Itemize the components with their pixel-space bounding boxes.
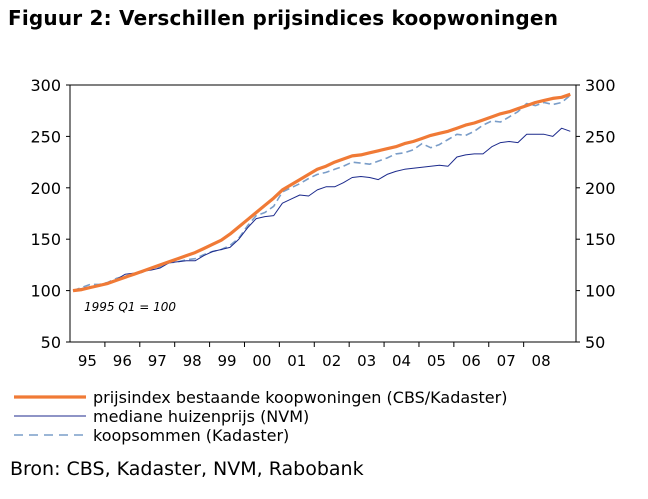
y-tick-label-right: 100: [585, 282, 616, 301]
x-tick-label: 95: [78, 352, 97, 370]
x-tick-label: 07: [497, 352, 516, 370]
y-tick-label-left: 200: [30, 179, 61, 198]
y-tick-label-left: 250: [30, 127, 61, 146]
x-tick-label: 98: [183, 352, 202, 370]
series-line-2: [72, 94, 571, 292]
x-tick-label: 01: [287, 352, 306, 370]
x-tick-label: 96: [113, 352, 132, 370]
y-tick-label-right: 50: [585, 333, 605, 352]
x-tick-label: 08: [532, 352, 551, 370]
legend-label-2: koopsommen (Kadaster): [93, 426, 289, 445]
y-tick-label-right: 200: [585, 179, 616, 198]
x-tick-label: 99: [217, 352, 236, 370]
legend-label-0: prijsindex bestaande koopwoningen (CBS/K…: [93, 388, 507, 407]
chart-title: Figuur 2: Verschillen prijsindices koopw…: [8, 6, 559, 30]
chart-legend: prijsindex bestaande koopwoningen (CBS/K…: [14, 388, 507, 445]
x-tick-label: 02: [322, 352, 341, 370]
y-tick-label-left: 100: [30, 282, 61, 301]
y-tick-label-right: 250: [585, 127, 616, 146]
x-tick-label: 04: [392, 352, 411, 370]
series-line-0: [72, 92, 571, 293]
x-tick-label: 97: [148, 352, 167, 370]
y-tick-label-left: 300: [30, 76, 61, 95]
chart-axes: 50 50 100 100 150 150 200 200 250 250 300 300 95 96 97…: [30, 76, 615, 370]
x-tick-label: 03: [357, 352, 376, 370]
chart-series: [72, 92, 571, 293]
series-line-1: [72, 127, 571, 292]
x-tick-label: 06: [462, 352, 481, 370]
legend-label-1: mediane huizenprijs (NVM): [93, 407, 309, 426]
y-tick-label-left: 50: [41, 333, 61, 352]
chart-annotation: 1995 Q1 = 100: [84, 300, 176, 314]
x-tick-label: 05: [427, 352, 446, 370]
y-tick-label-left: 150: [30, 230, 61, 249]
x-tick-label: 00: [252, 352, 271, 370]
source-note: Bron: CBS, Kadaster, NVM, Rabobank: [10, 458, 364, 480]
y-tick-label-right: 150: [585, 230, 616, 249]
y-tick-label-right: 300: [585, 76, 616, 95]
plot-frame: [69, 84, 577, 343]
